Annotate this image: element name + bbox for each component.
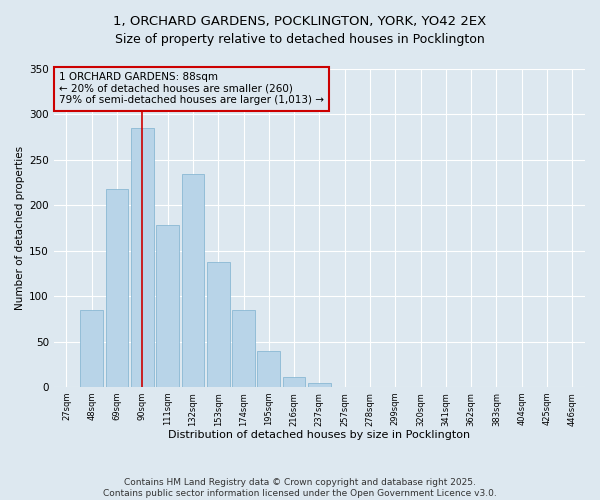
Y-axis label: Number of detached properties: Number of detached properties xyxy=(15,146,25,310)
Bar xyxy=(308,384,331,387)
Text: Size of property relative to detached houses in Pocklington: Size of property relative to detached ho… xyxy=(115,32,485,46)
Text: Contains HM Land Registry data © Crown copyright and database right 2025.
Contai: Contains HM Land Registry data © Crown c… xyxy=(103,478,497,498)
X-axis label: Distribution of detached houses by size in Pocklington: Distribution of detached houses by size … xyxy=(169,430,470,440)
Bar xyxy=(106,189,128,387)
Text: 1 ORCHARD GARDENS: 88sqm
← 20% of detached houses are smaller (260)
79% of semi-: 1 ORCHARD GARDENS: 88sqm ← 20% of detach… xyxy=(59,72,324,106)
Bar xyxy=(207,262,230,387)
Bar xyxy=(80,310,103,387)
Bar xyxy=(283,377,305,387)
Bar xyxy=(182,174,204,387)
Bar xyxy=(156,226,179,387)
Bar xyxy=(131,128,154,387)
Bar xyxy=(232,310,255,387)
Text: 1, ORCHARD GARDENS, POCKLINGTON, YORK, YO42 2EX: 1, ORCHARD GARDENS, POCKLINGTON, YORK, Y… xyxy=(113,15,487,28)
Bar xyxy=(257,350,280,387)
